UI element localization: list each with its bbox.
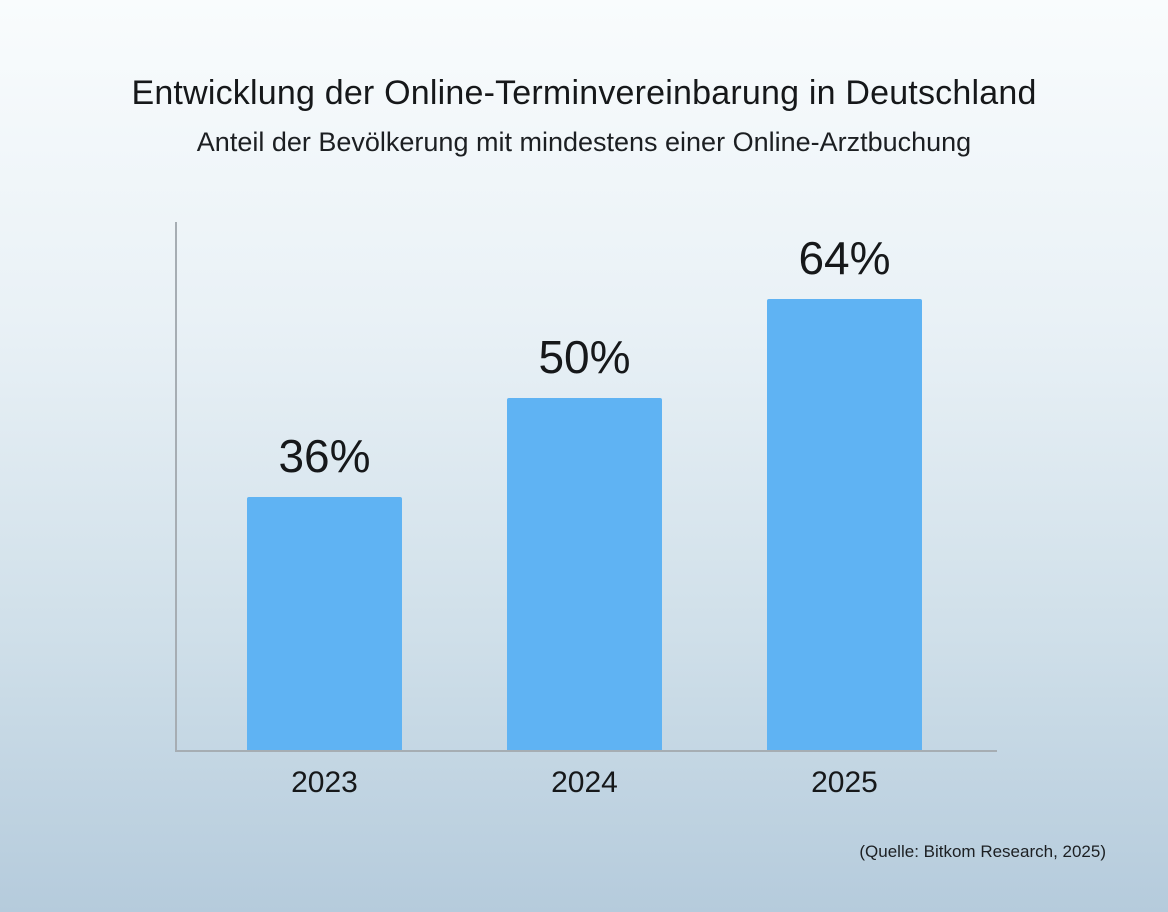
source-note: (Quelle: Bitkom Research, 2025) [859, 842, 1106, 861]
x-tick-label: 2025 [811, 766, 878, 799]
bars-container: 36% 2023 50% 2024 64% 2025 [177, 222, 997, 799]
chart-header: Entwicklung der Online-Terminvereinbarun… [0, 74, 1168, 158]
bar-value-label: 64% [798, 232, 891, 285]
plot-area: 36% 2023 50% 2024 64% 2025 [175, 222, 997, 799]
bar [507, 398, 662, 750]
bar-group: 50% 2024 [507, 222, 662, 799]
bar [247, 496, 402, 750]
bar-group: 36% 2023 [247, 222, 402, 799]
x-tick-label: 2024 [551, 766, 618, 799]
x-tick-label: 2023 [291, 766, 358, 799]
bar [767, 299, 922, 750]
bar-value-label: 36% [278, 429, 371, 482]
bar-group: 64% 2025 [767, 222, 922, 799]
chart-subtitle: Anteil der Bevölkerung mit mindestens ei… [196, 127, 972, 157]
bar-value-label: 50% [538, 331, 631, 383]
chart-title: Entwicklung der Online-Terminvereinbarun… [131, 74, 1037, 112]
